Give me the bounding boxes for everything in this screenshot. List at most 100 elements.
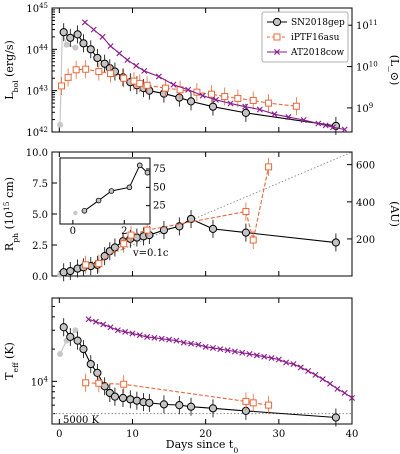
series-line <box>88 318 353 399</box>
x-axis-label: Days since t0 <box>166 438 239 454</box>
data-point <box>300 117 307 124</box>
y-tick-label: 1042 <box>26 126 48 139</box>
data-point <box>82 261 90 269</box>
data-point <box>175 93 184 102</box>
data-point <box>95 379 103 387</box>
data-point <box>292 102 300 110</box>
legend: SN2018gep iPTF16asu AT2018cow <box>261 11 349 63</box>
data-point <box>305 367 312 374</box>
data-point <box>231 348 238 355</box>
data-point <box>151 334 158 341</box>
data-point <box>141 67 148 74</box>
data-point <box>73 336 82 345</box>
data-point <box>64 73 72 81</box>
data-point <box>92 318 99 325</box>
data-point <box>261 353 268 360</box>
data-point <box>241 228 251 237</box>
data-point <box>253 352 260 359</box>
data-point <box>95 68 103 76</box>
legend-label: AT2018cow <box>290 48 344 58</box>
data-point <box>114 327 121 334</box>
data-point <box>234 94 242 102</box>
x-tick-label: 0 <box>56 429 62 440</box>
data-point <box>341 126 348 133</box>
x-tick-label: 40 <box>346 429 359 440</box>
legend-marker <box>272 17 282 27</box>
series-line <box>63 326 336 419</box>
data-point <box>265 99 273 107</box>
data-point <box>124 57 131 64</box>
data-point <box>327 380 334 387</box>
data-point <box>159 400 169 409</box>
data-point <box>290 361 297 368</box>
data-point <box>120 380 128 388</box>
data-point <box>85 316 92 323</box>
data-point <box>331 238 341 247</box>
data-point <box>349 394 355 401</box>
y-axis-label: Lbol (erg/s) <box>3 40 20 100</box>
legend-marker <box>274 49 280 55</box>
data-point <box>107 324 114 331</box>
early-point <box>63 41 70 48</box>
data-point <box>93 53 102 63</box>
data-point <box>242 397 250 405</box>
panel-teff: 0 10 20 30 40 104 Teff (K) 5000 K <box>3 297 359 440</box>
data-point <box>72 66 80 74</box>
data-point <box>202 343 209 350</box>
data-point <box>133 62 140 69</box>
data-point <box>155 73 162 80</box>
data-point <box>217 346 224 353</box>
data-point <box>107 43 114 50</box>
velocity-annotation: v=0.1c <box>132 248 169 259</box>
inset-frame <box>59 157 151 225</box>
data-point <box>271 111 278 118</box>
data-point <box>242 103 249 110</box>
data-point <box>81 19 88 26</box>
data-point <box>331 413 341 422</box>
axes-frame <box>51 7 353 133</box>
data-point <box>161 84 169 92</box>
data-point <box>143 81 151 89</box>
y2-tick-label: 1011 <box>356 19 378 32</box>
data-point <box>173 337 180 344</box>
y-tick-label: 1043 <box>26 85 48 98</box>
data-point <box>100 321 107 328</box>
data-point <box>107 70 115 78</box>
data-point <box>110 243 120 252</box>
data-point <box>130 77 138 85</box>
series-AT2018cow <box>85 316 355 401</box>
x-tick-label: 30 <box>272 429 285 440</box>
data-point <box>145 398 154 407</box>
series-SN2018gep <box>57 318 341 427</box>
early-point <box>57 351 64 358</box>
data-point <box>212 96 219 103</box>
data-point <box>79 39 88 48</box>
early-point <box>72 327 79 334</box>
data-point <box>209 344 216 351</box>
data-point <box>241 108 251 117</box>
y-tick-label: 5.0 <box>32 210 48 221</box>
data-point <box>322 122 329 129</box>
data-point <box>242 208 250 216</box>
data-point <box>110 392 120 401</box>
data-point <box>186 402 196 411</box>
data-point <box>127 231 135 239</box>
data-point <box>208 224 218 233</box>
legend-label: SN2018gep <box>291 18 345 28</box>
panel-lbol: 1042 1043 1044 1045 109 1010 1011 Lbol (erg/s) (… <box>3 2 400 139</box>
inset: 0 2 25 50 75 <box>59 157 166 237</box>
temperature-annotation: 5000 K <box>63 415 100 426</box>
y2-axis-label: (AU) <box>388 201 400 227</box>
data-point <box>59 268 68 277</box>
data-point <box>239 349 246 356</box>
series-iPTF16asu <box>82 157 273 274</box>
inset-y-tick-label: 75 <box>153 164 166 175</box>
inset-point <box>144 169 151 176</box>
data-point <box>275 356 282 363</box>
legend-label: iPTF16asu <box>291 33 340 43</box>
legend-marker <box>273 33 281 41</box>
data-point <box>188 340 195 347</box>
early-point <box>72 44 79 51</box>
data-point <box>143 226 151 234</box>
